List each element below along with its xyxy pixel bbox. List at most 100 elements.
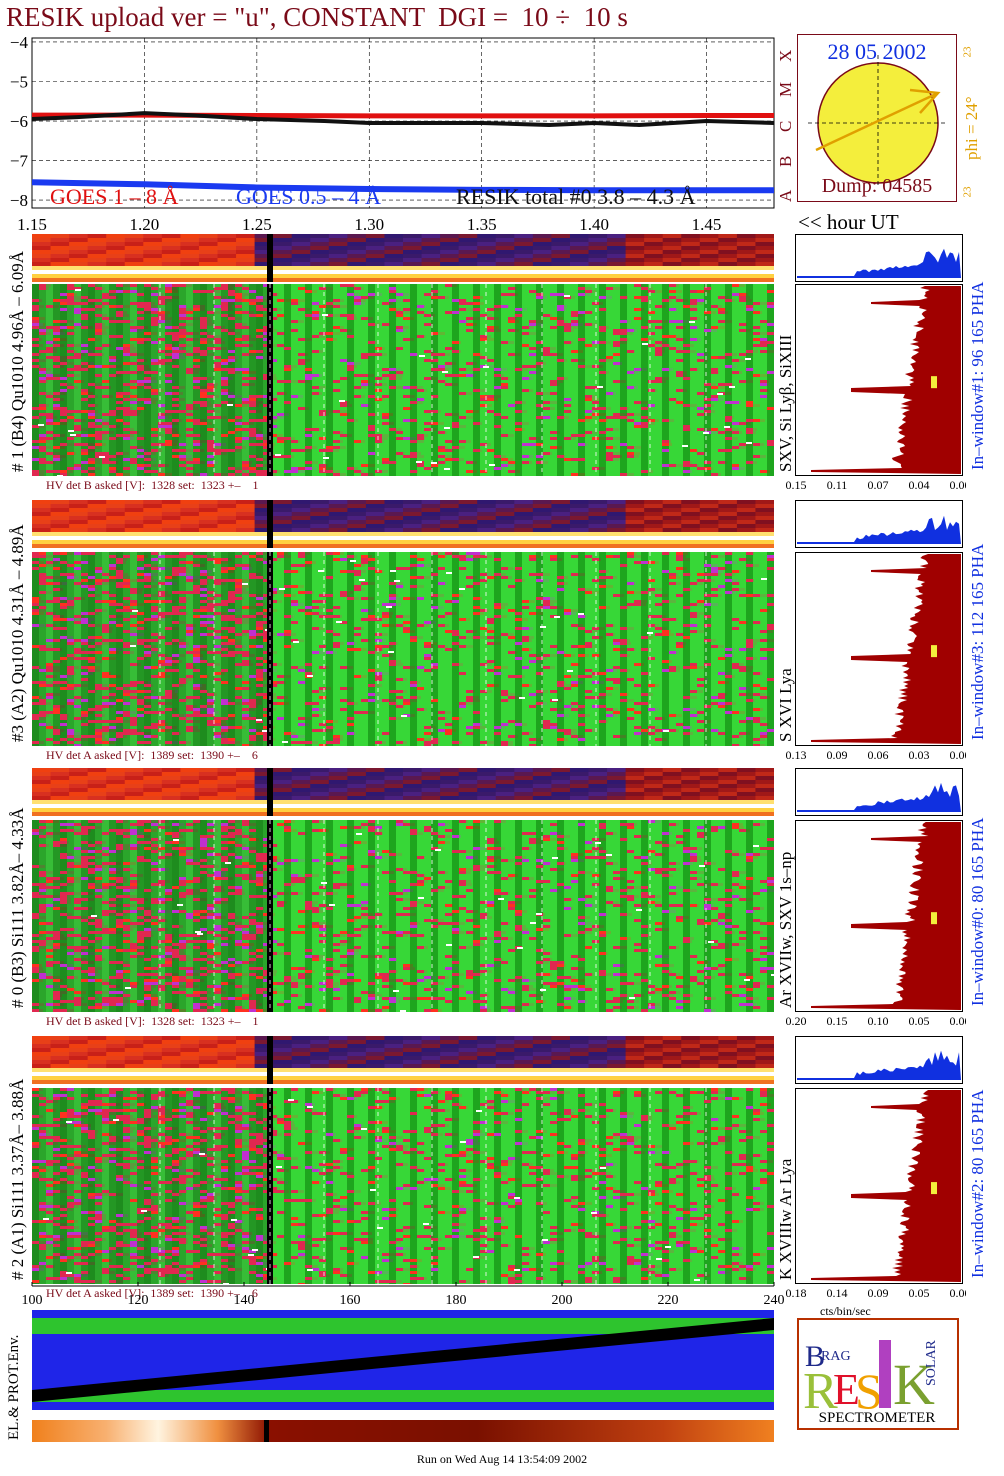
histogram-tick: 0.07: [868, 478, 889, 492]
histogram-tick: 0.05: [909, 1286, 930, 1300]
hv-status: HV det B asked [V]: 1328 set: 1323 +– 1: [46, 1014, 259, 1028]
env-label: EL.& PROT.Env.: [6, 1334, 22, 1440]
class-letter: X: [776, 50, 795, 62]
histogram-axis: 0.18 0.14 0.09 0.05 0.00: [786, 1286, 967, 1300]
total-intensity-strip: [32, 1420, 774, 1442]
bin-tick-label: 100: [22, 1293, 43, 1308]
hv-status: HV det A asked [V]: 1389 set: 1390 +– 6: [46, 1286, 258, 1300]
spectrum-histogram: [795, 284, 963, 476]
series-line-2: [31, 111, 775, 127]
in-window-label: In–window#1: 96 165 PHA: [968, 281, 987, 470]
environment-panel: [32, 1310, 774, 1410]
panel-left-label: # 1 (B4) Qu1010 4.96Å – 6.09Å: [8, 251, 27, 472]
resik-logo: B RAG R E S K SOLAR SPECTROMETER: [797, 1318, 959, 1430]
histogram-tick: 0.15: [786, 478, 807, 492]
lightcurve-strip: [32, 768, 774, 816]
histogram-axis: 0.13 0.09 0.06 0.03 0.00: [786, 748, 967, 762]
x-tick-label: 1.15: [17, 215, 47, 234]
panel-left-label: # 2 (A1) Si111 3.37Å– 3.88Å: [8, 1078, 27, 1280]
sun-position-box: 28 05 2002 Dump: 04585: [797, 34, 957, 202]
histogram-tick: 0.00: [950, 478, 967, 492]
pha-histogram: [795, 234, 963, 282]
bin-axis: 100 120 140 160 180 200 220 240: [22, 1282, 785, 1308]
class-letter: A: [776, 189, 795, 202]
bin-tick-label: 240: [764, 1293, 785, 1308]
histogram-tick: 0.10: [868, 1014, 889, 1028]
legend-resik_total: RESIK total #0 3.8 – 4.3 Å: [456, 184, 696, 209]
bin-tick-label: 220: [658, 1293, 679, 1308]
y-tick-label: −7: [10, 152, 29, 171]
bin-tick-label: 140: [234, 1293, 255, 1308]
pha-histogram: [795, 768, 963, 816]
panel-line-label: SXV, Si Lyβ, SiXIII: [776, 334, 795, 472]
y-tick-label: −5: [10, 72, 28, 91]
hour-ut-label: << hour UT: [798, 210, 899, 234]
phi-angle: phi = 24°: [962, 96, 981, 160]
phi-small-bottom: 23: [961, 186, 974, 198]
y-tick-label: −4: [10, 33, 29, 52]
logo-word: SPECTROMETER: [819, 1410, 936, 1426]
goes-lightcurve-chart: −4 −5 −6 −7 −8 1.15 1.20 1.25 1.30 1.35 1.40 1.45 GO…: [10, 33, 775, 234]
spectrum-histogram: [795, 820, 963, 1012]
series-line-1: [31, 179, 774, 194]
x-tick-label: 1.30: [354, 215, 384, 234]
histogram-tick: 0.20: [786, 1014, 807, 1028]
in-window-label: In–window#2: 80 165 PHA: [968, 1089, 987, 1278]
spectrum-histogram: [795, 552, 963, 746]
x-tick-label: 1.25: [242, 215, 272, 234]
hv-status: HV det A asked [V]: 1389 set: 1390 +– 6: [46, 748, 258, 762]
panel-line-label: K XVIIIw Ar Lya: [776, 1158, 795, 1280]
histogram-tick: 0.11: [827, 478, 848, 492]
run-footer: Run on Wed Aug 14 13:54:09 2002: [416, 1452, 588, 1466]
y-tick-label: −6: [10, 112, 28, 131]
pha-histogram: [795, 1036, 963, 1084]
bin-tick-label: 200: [552, 1293, 573, 1308]
lightcurve-strip: [32, 234, 774, 282]
spectrum-histogram: [795, 1088, 963, 1284]
x-tick-label: 1.35: [467, 215, 497, 234]
panel-left-label: # 0 (B3) Si111 3.82Å– 4.33Å: [8, 807, 27, 1008]
histogram-tick: 0.09: [868, 1286, 889, 1300]
lightcurve-strip: [32, 500, 774, 548]
pha-histogram: [795, 500, 963, 548]
x-tick-label: 1.40: [579, 215, 609, 234]
in-window-label: In–window#0: 80 165 PHA: [968, 817, 987, 1006]
class-letter: C: [776, 121, 795, 132]
histogram-tick: 0.03: [909, 748, 930, 762]
histogram-tick: 0.06: [868, 748, 889, 762]
legend-goes_long: GOES 1 – 8 Å: [50, 184, 178, 209]
dump-number: Dump: 04585: [821, 175, 933, 197]
histogram-tick: 0.00: [950, 1286, 967, 1300]
histogram-tick: 0.00: [950, 1014, 967, 1028]
spectrum-heatmap: [32, 552, 774, 746]
x-tick-label: 1.45: [692, 215, 722, 234]
histogram-axis: 0.20 0.15 0.10 0.05 0.00: [786, 1014, 967, 1028]
histogram-tick: 0.00: [950, 748, 967, 762]
spectrum-heatmap: [32, 820, 774, 1012]
histogram-tick: 0.09: [827, 748, 848, 762]
series-line-0: [32, 112, 774, 119]
panel-line-label: S XVI Lya: [776, 668, 795, 742]
histogram-tick: 0.04: [909, 478, 930, 492]
histogram-unit: cts/bin/sec: [820, 1304, 871, 1318]
hv-status: HV det B asked [V]: 1328 set: 1323 +– 1: [46, 478, 259, 492]
histogram-tick: 0.15: [827, 1014, 848, 1028]
observation-date: 28 05 2002: [827, 39, 927, 64]
y-tick-label: −8: [10, 191, 28, 210]
environment-trend-line: [32, 1318, 774, 1402]
legend-goes_short: GOES 0.5 – 4 Å: [236, 184, 381, 209]
spectrum-heatmap: [32, 284, 774, 476]
histogram-tick: 0.18: [786, 1286, 807, 1300]
orientation-arrow: [815, 91, 939, 152]
class-letter: M: [776, 82, 795, 97]
x-tick-label: 1.20: [130, 215, 160, 234]
page-title: RESIK upload ver = "u", CONSTANT DGI = 1…: [6, 2, 628, 32]
in-window-label: In–window#3: 112 165 PHA: [968, 543, 987, 740]
histogram-tick: 0.05: [909, 1014, 930, 1028]
phi-small-top: 23: [961, 46, 974, 58]
panel-line-label: Ar XVIIw, SXV 1s–np: [776, 851, 795, 1008]
class-letter: B: [776, 156, 795, 167]
panel-left-label: #3 (A2) Qu1010 4.31Å – 4.89Å: [8, 524, 27, 742]
flare-class-axis: A B C M X: [776, 50, 795, 202]
histogram-axis: 0.15 0.11 0.07 0.04 0.00: [786, 478, 967, 492]
